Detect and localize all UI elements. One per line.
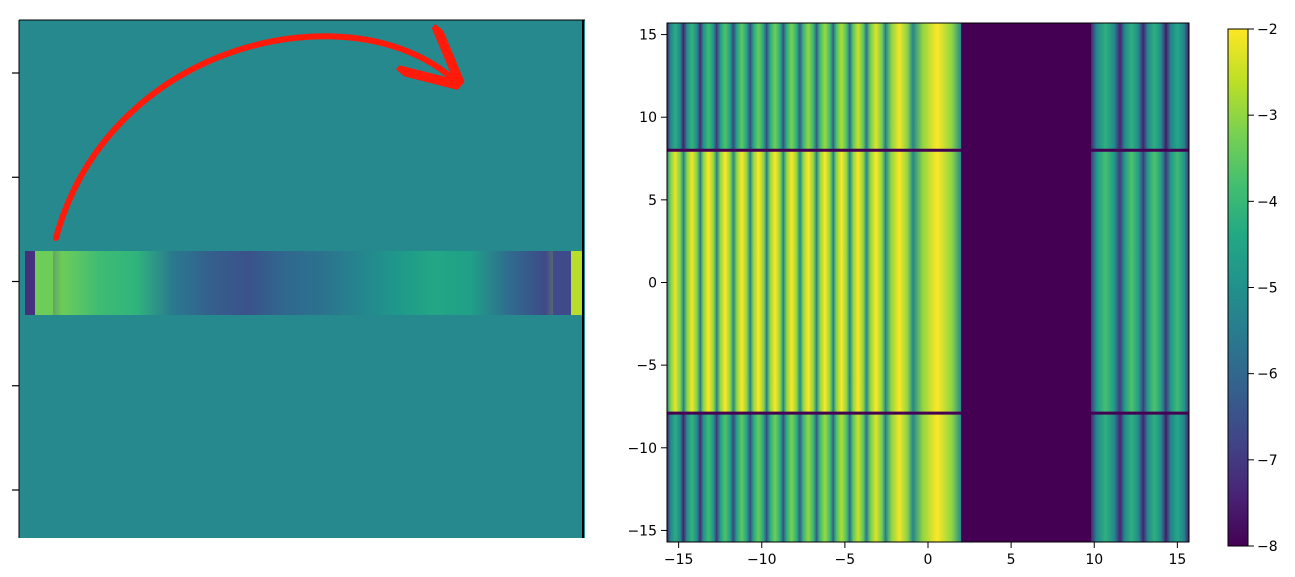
- left-stripe: [25, 251, 583, 315]
- xtick-label: 5: [1007, 552, 1016, 568]
- colorbar-tick-label: −5: [1257, 281, 1278, 297]
- heatmap-band: [1165, 413, 1189, 542]
- left-stripe-edge-block: [25, 251, 35, 315]
- heatmap-band: [1143, 150, 1166, 414]
- heatmap-band: [816, 413, 834, 542]
- ytick-label: 15: [639, 28, 657, 44]
- ytick-label: −5: [636, 358, 657, 374]
- heatmap-band: [683, 413, 701, 542]
- right-yticks: −15 −10 −5 0 5 10 15: [627, 28, 667, 539]
- heatmap-band: [750, 23, 767, 151]
- left-stripe-edge-block: [571, 251, 583, 315]
- heatmap-band: [716, 150, 734, 414]
- left-stripe-gradient: [25, 251, 583, 315]
- heatmap-band: [667, 413, 684, 542]
- heatmap-band: [766, 150, 784, 414]
- colorbar-tick-label: −6: [1257, 367, 1278, 383]
- heatmap-band: [1120, 23, 1144, 151]
- heatmap-band: [700, 23, 717, 151]
- heatmap-band: [849, 23, 867, 151]
- colorbar-tick-label: −7: [1257, 453, 1278, 469]
- ytick-label: 0: [648, 276, 657, 292]
- right-panel: −15 −10 −5 0 5 10 15 −15 −10 −5 0 5 10 15: [627, 22, 1190, 568]
- heatmap-band: [750, 413, 767, 542]
- heatmap-band: [783, 150, 800, 414]
- xtick-label: 15: [1168, 552, 1186, 568]
- heatmap-band: [700, 413, 717, 542]
- heatmap-band: [783, 23, 800, 151]
- heatmap-band: [816, 150, 834, 414]
- heatmap-band: [913, 413, 962, 542]
- heatmap-band: [716, 413, 734, 542]
- left-stripe-edge-block: [553, 251, 571, 315]
- heatmap-band: [1165, 150, 1189, 414]
- heatmap-band: [799, 413, 817, 542]
- colorbar-ticks: −2 −3 −4 −5 −6 −7 −8: [1248, 22, 1278, 555]
- heatmap-dark-gap: [961, 23, 1091, 542]
- heatmap-band: [766, 413, 784, 542]
- heatmap-band: [885, 413, 914, 542]
- left-yticks: [12, 72, 19, 491]
- ytick-label: 5: [648, 193, 657, 209]
- colorbar-fill: [1228, 29, 1248, 546]
- xtick-label: 0: [924, 552, 933, 568]
- heatmap-band: [913, 150, 962, 414]
- left-panel: [12, 19, 585, 538]
- heatmap-band: [816, 23, 834, 151]
- colorbar: −2 −3 −4 −5 −6 −7 −8: [1227, 22, 1278, 555]
- heatmap-band: [1120, 150, 1144, 414]
- heatmap-band: [766, 23, 784, 151]
- heatmap-band: [700, 150, 717, 414]
- heatmap-band: [683, 150, 701, 414]
- xtick-label: −15: [664, 552, 694, 568]
- heatmap-band: [1165, 23, 1189, 151]
- colorbar-gradient: [1228, 29, 1248, 546]
- heatmap-band: [683, 23, 701, 151]
- colorbar-tick-label: −4: [1257, 194, 1278, 210]
- heatmap-band: [667, 23, 684, 151]
- heatmap-band: [849, 150, 867, 414]
- arrow-annotation: [53, 36, 452, 241]
- heatmap-band: [849, 413, 867, 542]
- heatmap-band: [733, 413, 751, 542]
- heatmap-band: [799, 150, 817, 414]
- colorbar-tick-label: −3: [1257, 108, 1278, 124]
- xtick-label: 10: [1085, 552, 1103, 568]
- heatmap-band: [733, 23, 751, 151]
- heatmap-band: [1143, 23, 1166, 151]
- heatmap-band: [733, 150, 751, 414]
- heatmap-band: [833, 150, 850, 414]
- right-xticks: −15 −10 −5 0 5 10 15: [664, 542, 1186, 568]
- xtick-label: −10: [747, 552, 777, 568]
- heatmap-band: [885, 23, 914, 151]
- heatmap-band: [1143, 413, 1166, 542]
- ytick-label: 10: [639, 110, 657, 126]
- heatmap-band: [716, 23, 734, 151]
- heatmap-band: [799, 23, 817, 151]
- ytick-label: −15: [627, 523, 657, 539]
- ytick-label: −10: [627, 441, 657, 457]
- right-heatmap: [667, 23, 1189, 542]
- xtick-label: −5: [835, 552, 856, 568]
- heatmap-band: [913, 23, 962, 151]
- heatmap-band: [866, 23, 886, 151]
- heatmap-band: [833, 413, 850, 542]
- heatmap-band: [1090, 413, 1121, 542]
- heatmap-band: [750, 150, 767, 414]
- heatmap-band: [1120, 413, 1144, 542]
- heatmap-band: [885, 150, 914, 414]
- colorbar-tick-label: −2: [1257, 22, 1278, 38]
- colorbar-tick-label: −8: [1257, 539, 1278, 555]
- heatmap-band: [866, 413, 886, 542]
- heatmap-band: [866, 150, 886, 414]
- heatmap-band: [667, 150, 684, 414]
- heatmap-band: [1090, 23, 1121, 151]
- heatmap-band: [833, 23, 850, 151]
- left-stripe-edge-block: [35, 251, 53, 315]
- heatmap-band: [1090, 150, 1121, 414]
- heatmap-band: [783, 413, 800, 542]
